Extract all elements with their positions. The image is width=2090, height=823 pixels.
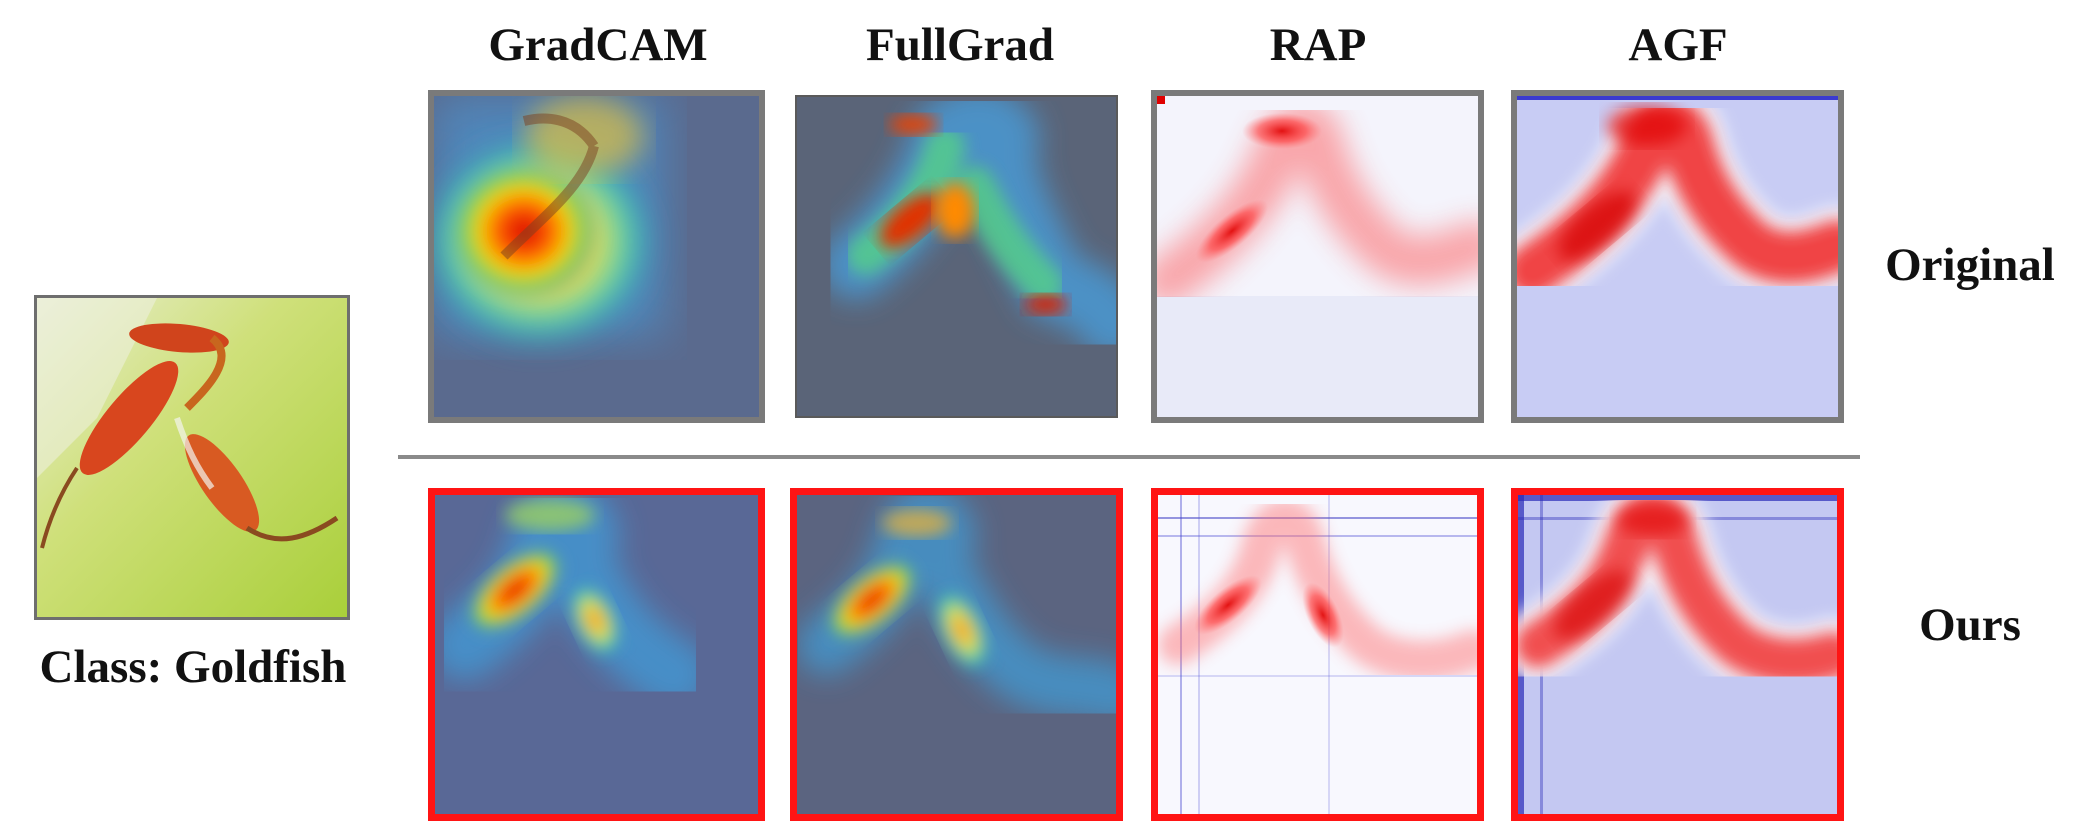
column-title-agf: AGF	[1628, 19, 1728, 71]
heatmap-original-gradcam	[428, 90, 765, 423]
heatmap-ours-rap	[1151, 488, 1484, 821]
row-title-original: Original	[1885, 239, 2055, 291]
heatmap-ours-fullgrad	[790, 488, 1123, 821]
heatmap-original-agf	[1511, 90, 1844, 423]
input-class-caption: Class: Goldfish	[39, 641, 347, 693]
heatmap-ours-agf	[1511, 488, 1844, 821]
column-title-fullgrad: FullGrad	[865, 19, 1055, 71]
heatmap-ours-gradcam	[428, 488, 765, 821]
heatmap-original-rap	[1151, 90, 1484, 423]
column-title-rap: RAP	[1269, 19, 1367, 71]
column-title-gradcam: GradCAM	[488, 19, 708, 71]
input-goldfish-image	[34, 295, 350, 620]
row-title-ours: Ours	[1919, 599, 2021, 651]
row-divider	[398, 455, 1860, 459]
heatmap-original-fullgrad	[795, 95, 1118, 418]
